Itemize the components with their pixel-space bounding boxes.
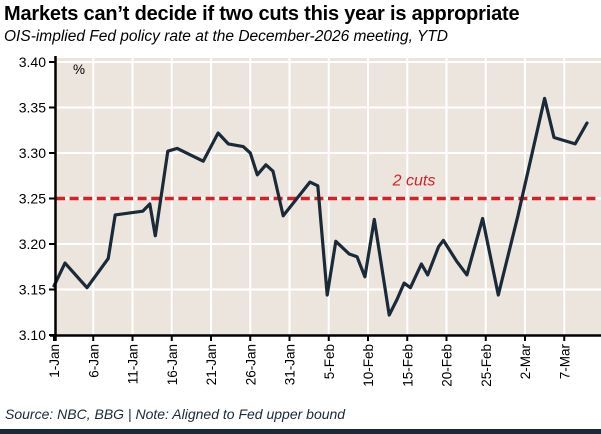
x-tick-label: 11-Jan — [126, 344, 141, 384]
x-tick-label: 1-Jan — [47, 344, 62, 378]
y-tick-label: 3.15 — [19, 282, 46, 298]
source-note: Source: NBC, BBG | Note: Aligned to Fed … — [5, 406, 346, 422]
x-tick-label: 5-Feb — [322, 344, 337, 379]
y-tick-label: 3.30 — [19, 145, 46, 161]
x-tick-label: 16-Jan — [165, 344, 180, 385]
y-tick-label: 3.10 — [19, 327, 46, 343]
x-tick-label: 15-Feb — [400, 344, 415, 387]
footer-bar — [0, 429, 601, 434]
x-tick-label: 10-Feb — [361, 344, 376, 387]
y-axis-unit-label: % — [73, 62, 85, 77]
x-tick-label: 2-Mar — [518, 344, 533, 380]
x-tick-label: 7-Mar — [557, 344, 572, 380]
y-tick-label: 3.25 — [19, 191, 46, 207]
x-tick-label: 31-Jan — [283, 344, 298, 385]
y-tick-label: 3.20 — [19, 236, 46, 252]
reference-line-label: 2 cuts — [392, 173, 436, 190]
y-tick-label: 3.40 — [19, 54, 46, 70]
rate-line — [52, 96, 589, 317]
x-tick-label: 25-Feb — [479, 344, 494, 387]
y-tick-label: 3.35 — [19, 100, 46, 116]
x-tick-label: 20-Feb — [440, 344, 455, 387]
page-subtitle: OIS-implied Fed policy rate at the Decem… — [4, 28, 448, 45]
x-tick-label: 26-Jan — [243, 344, 258, 385]
x-tick-label: 21-Jan — [204, 344, 219, 385]
x-tick-label: 6-Jan — [86, 344, 101, 378]
page-title: Markets can’t decide if two cuts this ye… — [4, 3, 520, 25]
